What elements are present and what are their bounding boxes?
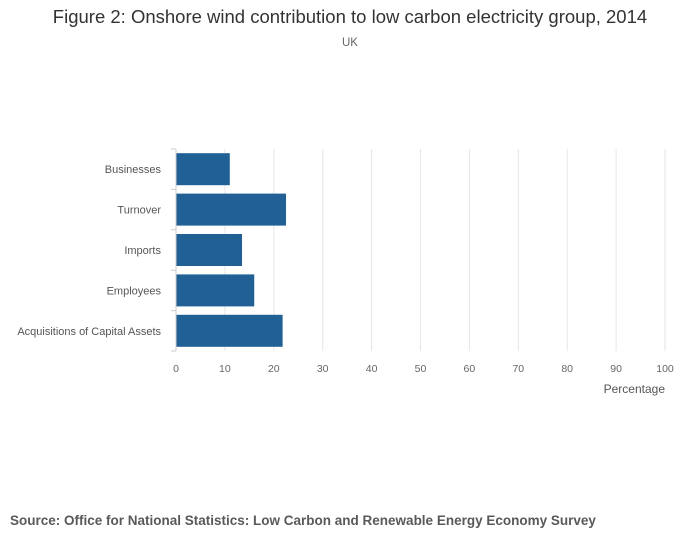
y-axis: [171, 148, 177, 352]
chart-title: Figure 2: Onshore wind contribution to l…: [52, 6, 648, 27]
x-axis-title: Percentage: [604, 382, 666, 396]
category-label: Turnover: [117, 205, 161, 217]
x-tick-label: 0: [173, 363, 179, 375]
chart-subtitle: UK: [342, 37, 358, 49]
bar-acquisitions-of-capital-assets[interactable]: [176, 314, 283, 347]
category-label: Imports: [124, 245, 161, 257]
source-note: Source: Office for National Statistics: …: [10, 513, 596, 528]
bar-employees[interactable]: [176, 274, 255, 307]
x-tick-label: 40: [366, 363, 378, 375]
category-label: Employees: [107, 285, 162, 297]
x-tick-label: 70: [512, 363, 524, 375]
category-labels: Businesses Turnover Imports Employees Acquis…: [17, 164, 161, 338]
x-tick-label: 20: [268, 363, 280, 375]
x-tick-label: 60: [464, 363, 476, 375]
x-tick-label: 90: [610, 363, 622, 375]
x-tick-label: 30: [317, 363, 329, 375]
bar-businesses[interactable]: [176, 153, 230, 186]
x-tick-label: 50: [415, 363, 427, 375]
bar-turnover[interactable]: [176, 193, 287, 226]
x-tick-labels: 0 10 20 30 40 50 60 70 80 90 100: [173, 363, 674, 375]
x-tick-label: 80: [561, 363, 573, 375]
x-tick-label: 100: [656, 363, 674, 375]
bars: [176, 153, 287, 347]
bar-imports[interactable]: [176, 234, 243, 266]
grid-lines: [224, 149, 666, 351]
category-label: Businesses: [105, 164, 162, 176]
category-label: Acquisitions of Capital Assets: [17, 326, 161, 338]
x-tick-label: 10: [219, 363, 231, 375]
